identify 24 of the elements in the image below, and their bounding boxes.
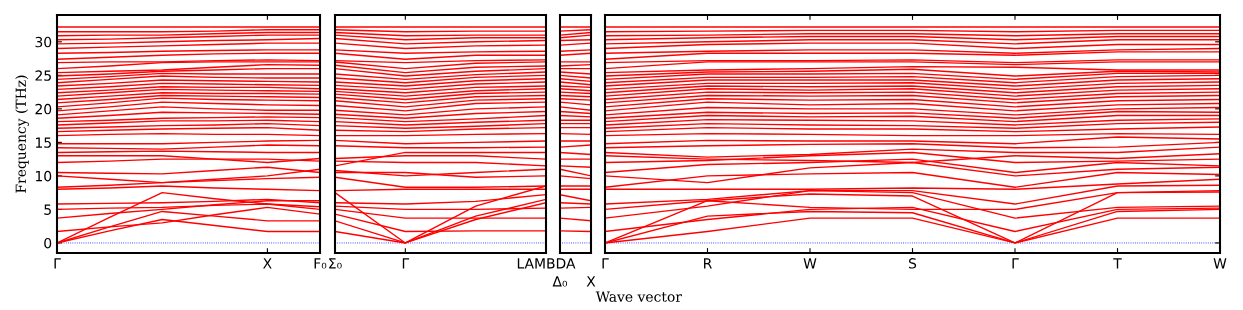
x-axis-title: Wave vector	[595, 291, 682, 302]
x-tick-label: X	[586, 276, 596, 287]
y-tick-label: 0	[44, 237, 52, 249]
x-tick-label: T	[1113, 258, 1122, 269]
x-tick-label: Γ	[402, 258, 410, 269]
y-tick-label: 25	[35, 70, 51, 81]
x-tick-label: W	[1213, 258, 1227, 269]
x-tick-label: Γ	[1012, 258, 1019, 269]
x-tick-label: X	[263, 258, 272, 269]
x-tick-label: W	[803, 258, 817, 269]
x-tick-label: Γ	[602, 258, 609, 269]
y-tick-label: 15	[35, 137, 51, 148]
x-tick-label: S	[909, 258, 917, 269]
y-tick-label: 20	[35, 103, 52, 115]
x-tick-label: R	[704, 258, 712, 269]
y-axis-title: Frequency (THz)	[15, 75, 29, 193]
y-tick-label: 10	[35, 170, 52, 182]
x-tick-label: Δ₀	[552, 276, 568, 287]
y-tick-label: 5	[44, 204, 51, 215]
y-tick-label: 30	[35, 36, 52, 48]
x-tick-label: Γ	[54, 258, 61, 269]
x-tick-label: F₀	[314, 258, 327, 269]
x-tick-label: Σ₀	[329, 258, 342, 269]
x-tick-label: LAMBDA	[517, 258, 576, 269]
